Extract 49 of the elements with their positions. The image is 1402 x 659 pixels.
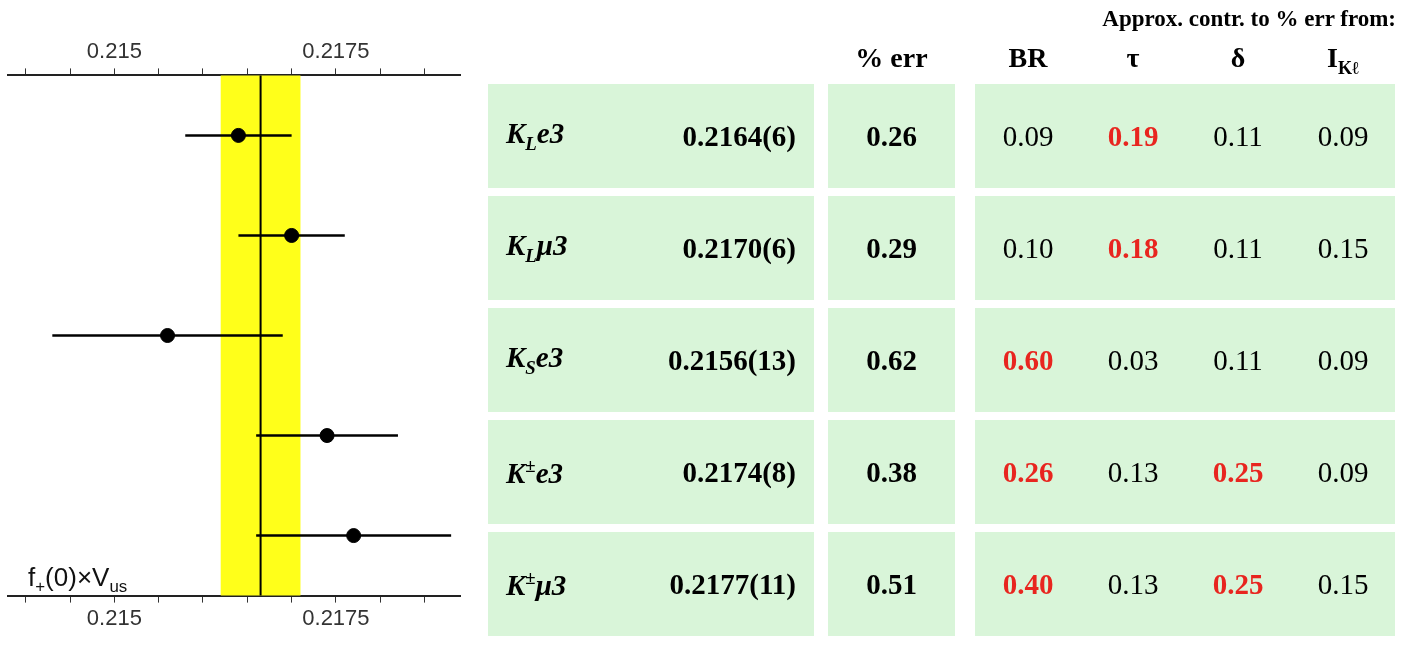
- text: 0.10: [1002, 231, 1054, 264]
- text: 0.29: [866, 231, 917, 264]
- text: 0.11: [1213, 119, 1263, 152]
- category-label: % err: [854, 42, 929, 74]
- category-label: K$^{±}$μ3: [506, 566, 567, 601]
- text: 0.2164(6): [682, 119, 796, 152]
- category-label: τ: [1125, 42, 1141, 74]
- text: 0.18: [1107, 231, 1159, 264]
- x-axis-title: f$_{+}$(0)×V$_{us}$: [28, 562, 128, 598]
- text: 0.09: [1317, 455, 1369, 488]
- category-label: K$_{L}$μ3: [506, 229, 568, 266]
- point: [230, 127, 246, 143]
- text: 0.38: [866, 455, 917, 488]
- x2-tick-label: 0.2175: [302, 38, 370, 64]
- text: 0.11: [1213, 343, 1263, 376]
- text: 0.26: [866, 119, 917, 152]
- point: [319, 428, 335, 444]
- text: 0.62: [866, 343, 917, 376]
- category-label: K$_{L}$e3: [506, 117, 565, 154]
- text: 0.09: [1317, 343, 1369, 376]
- text: 0.40: [1002, 567, 1054, 600]
- text: 0.13: [1107, 567, 1159, 600]
- text: 0.60: [1002, 343, 1054, 376]
- text: 0.15: [1317, 231, 1369, 264]
- category-label: K$^{±}$e3: [506, 454, 564, 489]
- text: 0.09: [1002, 119, 1054, 152]
- x2-tick-label: 0.215: [86, 38, 142, 64]
- category-label: K$_{S}$e3: [506, 341, 564, 378]
- text: 0.2156(13): [667, 343, 796, 376]
- text: 0.2177(11): [669, 567, 796, 600]
- point: [284, 227, 300, 243]
- point: [160, 328, 176, 343]
- category-label: δ: [1229, 42, 1247, 74]
- text: 0.15: [1317, 567, 1369, 600]
- text: 0.25: [1212, 567, 1264, 600]
- category-label: I$_{Kℓ}$: [1326, 42, 1360, 79]
- text: 0.11: [1213, 231, 1263, 264]
- point: [346, 528, 362, 544]
- category-label: BR: [1007, 42, 1049, 74]
- text: 0.25: [1212, 455, 1264, 488]
- text: 0.2174(8): [682, 455, 796, 488]
- text: 0.09: [1317, 119, 1369, 152]
- text: Approx. contr. to % err from:: [1102, 6, 1396, 32]
- text: 0.03: [1107, 343, 1159, 376]
- text: 0.26: [1002, 455, 1054, 488]
- text: 0.13: [1107, 455, 1159, 488]
- text: 0.19: [1107, 119, 1159, 152]
- text: 0.51: [866, 567, 917, 600]
- text: 0.2170(6): [682, 231, 796, 264]
